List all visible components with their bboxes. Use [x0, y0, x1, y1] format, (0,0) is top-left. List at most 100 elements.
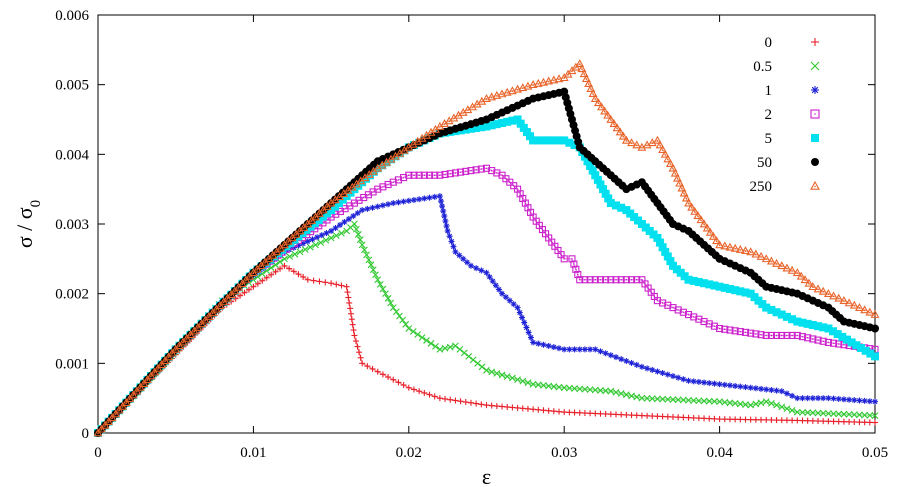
data-point	[241, 289, 248, 296]
data-point	[295, 271, 302, 278]
data-point	[405, 197, 412, 204]
data-point	[866, 419, 873, 426]
data-point	[128, 390, 138, 399]
data-point	[804, 417, 811, 424]
data-point	[254, 280, 261, 287]
data-point	[623, 358, 630, 365]
data-point	[399, 316, 406, 324]
data-point	[674, 396, 682, 404]
data-point	[693, 211, 703, 219]
data-point	[483, 366, 490, 374]
data-point	[732, 416, 739, 423]
data-point	[856, 419, 863, 426]
data-point	[690, 313, 698, 321]
data-point	[281, 262, 288, 269]
data-point	[492, 120, 501, 129]
data-point	[700, 397, 708, 405]
data-point	[556, 345, 563, 352]
data-point	[766, 256, 776, 265]
data-point	[804, 278, 814, 287]
data-point	[460, 349, 468, 357]
data-point	[328, 227, 335, 234]
legend-label-0: 0	[765, 35, 773, 51]
data-point	[338, 229, 345, 237]
data-point	[506, 297, 513, 304]
data-point	[602, 350, 609, 357]
data-point	[357, 354, 364, 361]
data-point	[794, 417, 801, 424]
data-point	[441, 344, 449, 352]
legend-label-50: 50	[757, 155, 772, 171]
y-tick-label: 0	[82, 426, 90, 442]
data-point	[441, 170, 449, 179]
data-point	[561, 346, 568, 353]
data-point	[473, 265, 480, 272]
data-point	[364, 205, 371, 212]
data-point	[446, 233, 453, 240]
data-point	[597, 348, 604, 355]
x-tick-label: 0.03	[551, 445, 577, 461]
data-point	[768, 416, 775, 423]
data-point	[114, 405, 124, 414]
legend-label-250: 250	[750, 179, 773, 195]
data-point	[351, 332, 358, 339]
data-point	[583, 157, 592, 166]
data-point	[457, 398, 464, 405]
data-point	[498, 371, 506, 379]
data-point	[835, 410, 843, 418]
data-point	[799, 395, 806, 402]
data-point	[509, 404, 516, 411]
data-point	[721, 325, 729, 333]
data-point	[788, 315, 797, 324]
data-point	[498, 118, 507, 127]
data-point	[577, 64, 587, 73]
data-point	[431, 171, 439, 179]
data-point	[761, 254, 771, 263]
data-point	[527, 334, 534, 341]
data-point	[675, 414, 682, 421]
data-point	[359, 360, 366, 367]
data-point	[508, 116, 517, 125]
data-point	[695, 397, 703, 405]
data-point	[782, 312, 791, 321]
y-tick-label: 0.002	[55, 287, 89, 303]
data-point	[349, 321, 356, 328]
data-point	[656, 238, 665, 247]
data-point	[835, 395, 842, 402]
data-point	[659, 395, 667, 403]
data-point	[367, 261, 375, 269]
data-point	[405, 171, 413, 179]
data-point	[861, 419, 868, 426]
data-point	[157, 359, 167, 368]
data-point	[638, 363, 645, 370]
series-line	[97, 90, 876, 434]
data-point	[617, 203, 626, 212]
data-point	[390, 200, 397, 207]
data-point	[560, 136, 569, 145]
data-point	[798, 318, 807, 327]
data-point	[540, 341, 547, 348]
data-point	[613, 411, 619, 418]
data-point	[756, 251, 766, 260]
data-point	[439, 203, 446, 210]
data-point	[374, 276, 382, 284]
data-point	[823, 289, 833, 298]
data-point	[545, 407, 552, 414]
data-point	[623, 411, 630, 418]
data-point	[601, 189, 610, 198]
data-point	[150, 367, 159, 376]
data-point	[825, 418, 832, 425]
data-point	[354, 231, 362, 238]
data-point	[457, 168, 465, 176]
data-point	[410, 386, 417, 393]
data-point	[783, 390, 790, 397]
data-point	[843, 335, 852, 344]
data-point	[654, 413, 661, 420]
data-point	[825, 395, 832, 402]
x-axis-label: ε	[482, 464, 491, 487]
data-point	[649, 413, 656, 420]
data-point	[835, 340, 843, 348]
data-point	[358, 241, 366, 249]
data-point	[376, 280, 384, 288]
data-point	[705, 227, 715, 236]
